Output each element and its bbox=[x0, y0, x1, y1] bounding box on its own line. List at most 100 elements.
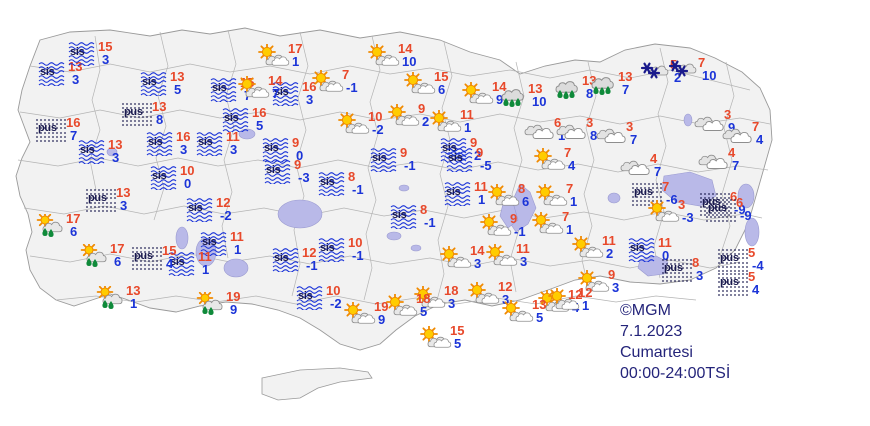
max-temperature: 13 bbox=[532, 297, 547, 312]
min-temperature: 3 bbox=[180, 142, 188, 157]
min-temperature: 3 bbox=[72, 72, 80, 87]
sun-rain-icon bbox=[96, 286, 123, 309]
min-temperature: 7 bbox=[70, 128, 78, 143]
min-temperature: -1 bbox=[404, 158, 416, 173]
max-temperature: 16 bbox=[252, 105, 267, 120]
min-temperature: 3 bbox=[306, 92, 314, 107]
weather-condition-label: sis bbox=[448, 152, 463, 164]
min-temperature: 1 bbox=[292, 54, 300, 69]
min-temperature: 10 bbox=[402, 54, 417, 69]
sun-cloud-icon bbox=[462, 82, 494, 104]
min-temperature: 3 bbox=[474, 256, 482, 271]
mist-icon bbox=[706, 199, 736, 222]
weather-condition-label: pus bbox=[124, 106, 143, 118]
min-temperature: -4 bbox=[752, 258, 764, 273]
max-temperature: 11 bbox=[230, 229, 244, 244]
fog-icon bbox=[68, 42, 95, 66]
min-temperature: 6 bbox=[70, 224, 78, 239]
min-temperature: 9 bbox=[378, 312, 386, 327]
max-temperature: 13 bbox=[116, 185, 131, 200]
min-temperature: 5 bbox=[256, 118, 264, 133]
min-temperature: 3 bbox=[112, 150, 120, 165]
min-temperature: 3 bbox=[120, 198, 128, 213]
max-temperature: 9 bbox=[510, 211, 518, 226]
max-temperature: 9 bbox=[292, 135, 300, 150]
sun-cloud-icon bbox=[572, 236, 604, 258]
fog-icon bbox=[210, 78, 237, 102]
min-temperature: 10 bbox=[532, 94, 547, 109]
max-temperature: 9 bbox=[418, 101, 426, 116]
mist-icon bbox=[122, 103, 152, 126]
weather-condition-label: sis bbox=[320, 242, 335, 254]
min-temperature: 9 bbox=[496, 92, 504, 107]
max-temperature: 8 bbox=[348, 169, 356, 184]
weather-condition-label: pus bbox=[88, 192, 107, 204]
min-temperature: 6 bbox=[114, 254, 122, 269]
max-temperature: 15 bbox=[98, 39, 113, 54]
max-temperature: 11 bbox=[460, 107, 474, 122]
min-temperature: -1 bbox=[346, 80, 358, 95]
min-temperature: 0 bbox=[184, 176, 192, 191]
max-temperature: 17 bbox=[66, 211, 81, 226]
min-temperature: 2 bbox=[674, 70, 682, 85]
sun-cloud-icon bbox=[258, 44, 290, 66]
sun-cloud-icon bbox=[368, 44, 400, 66]
min-temperature: -2 bbox=[330, 296, 342, 311]
max-temperature: 8 bbox=[518, 181, 526, 196]
sun-cloud-icon bbox=[414, 286, 446, 308]
min-temperature: 5 bbox=[454, 336, 462, 351]
sun-cloud-icon bbox=[238, 76, 270, 98]
max-temperature: 19 bbox=[374, 299, 389, 314]
max-temperature: 15 bbox=[162, 243, 177, 258]
max-temperature: 6 bbox=[730, 189, 738, 204]
min-temperature: 7 bbox=[622, 82, 630, 97]
fog-icon bbox=[444, 182, 471, 206]
max-temperature: 10 bbox=[368, 109, 383, 124]
min-temperature: 3 bbox=[520, 254, 528, 269]
max-temperature: 17 bbox=[110, 241, 125, 256]
rain-icon bbox=[501, 89, 524, 107]
weather-condition-label: sis bbox=[320, 176, 335, 188]
sun-cloud-icon bbox=[312, 70, 344, 92]
max-temperature: 7 bbox=[564, 145, 572, 160]
weather-condition-label: sis bbox=[264, 142, 279, 154]
forecast-day: Cumartesi bbox=[620, 344, 693, 361]
min-temperature: 3 bbox=[612, 280, 620, 295]
fog-icon bbox=[272, 82, 299, 106]
fog-icon bbox=[200, 232, 227, 256]
min-temperature: 4 bbox=[166, 256, 174, 271]
weather-condition-label: sis bbox=[170, 256, 185, 268]
fog-icon bbox=[140, 72, 167, 96]
min-temperature: -1 bbox=[514, 224, 526, 239]
mist-icon bbox=[86, 189, 116, 212]
min-temperature: -1 bbox=[352, 248, 364, 263]
min-temperature: 2 bbox=[606, 246, 614, 261]
max-temperature: 13 bbox=[618, 69, 633, 84]
weather-condition-label: sis bbox=[274, 252, 289, 264]
max-temperature: 3 bbox=[586, 115, 594, 130]
fog-icon bbox=[318, 238, 345, 262]
cloud-icon bbox=[596, 128, 626, 143]
max-temperature: 12 bbox=[568, 287, 583, 302]
min-temperature: 4 bbox=[756, 132, 764, 147]
snow-icon bbox=[640, 62, 669, 79]
weather-condition-label: pus bbox=[634, 186, 653, 198]
max-temperature: 11 bbox=[658, 235, 672, 250]
max-temperature: 11 bbox=[516, 241, 530, 256]
fog-icon bbox=[370, 148, 397, 172]
weather-condition-label: pus bbox=[134, 250, 153, 262]
sun-cloud-icon bbox=[386, 294, 418, 316]
max-temperature: 12 bbox=[302, 245, 317, 260]
max-temperature: 3 bbox=[626, 119, 634, 134]
min-temperature: 0 bbox=[296, 148, 304, 163]
min-temperature: 1 bbox=[558, 128, 566, 143]
max-temperature: 14 bbox=[492, 79, 507, 94]
fog-icon bbox=[296, 286, 323, 310]
min-temperature: 3 bbox=[696, 268, 704, 283]
min-temperature: 9 bbox=[230, 302, 238, 317]
min-temperature: 3 bbox=[448, 296, 456, 311]
max-temperature: 13 bbox=[152, 99, 167, 114]
min-temperature: 4 bbox=[568, 158, 576, 173]
sun-cloud-icon bbox=[468, 282, 500, 304]
